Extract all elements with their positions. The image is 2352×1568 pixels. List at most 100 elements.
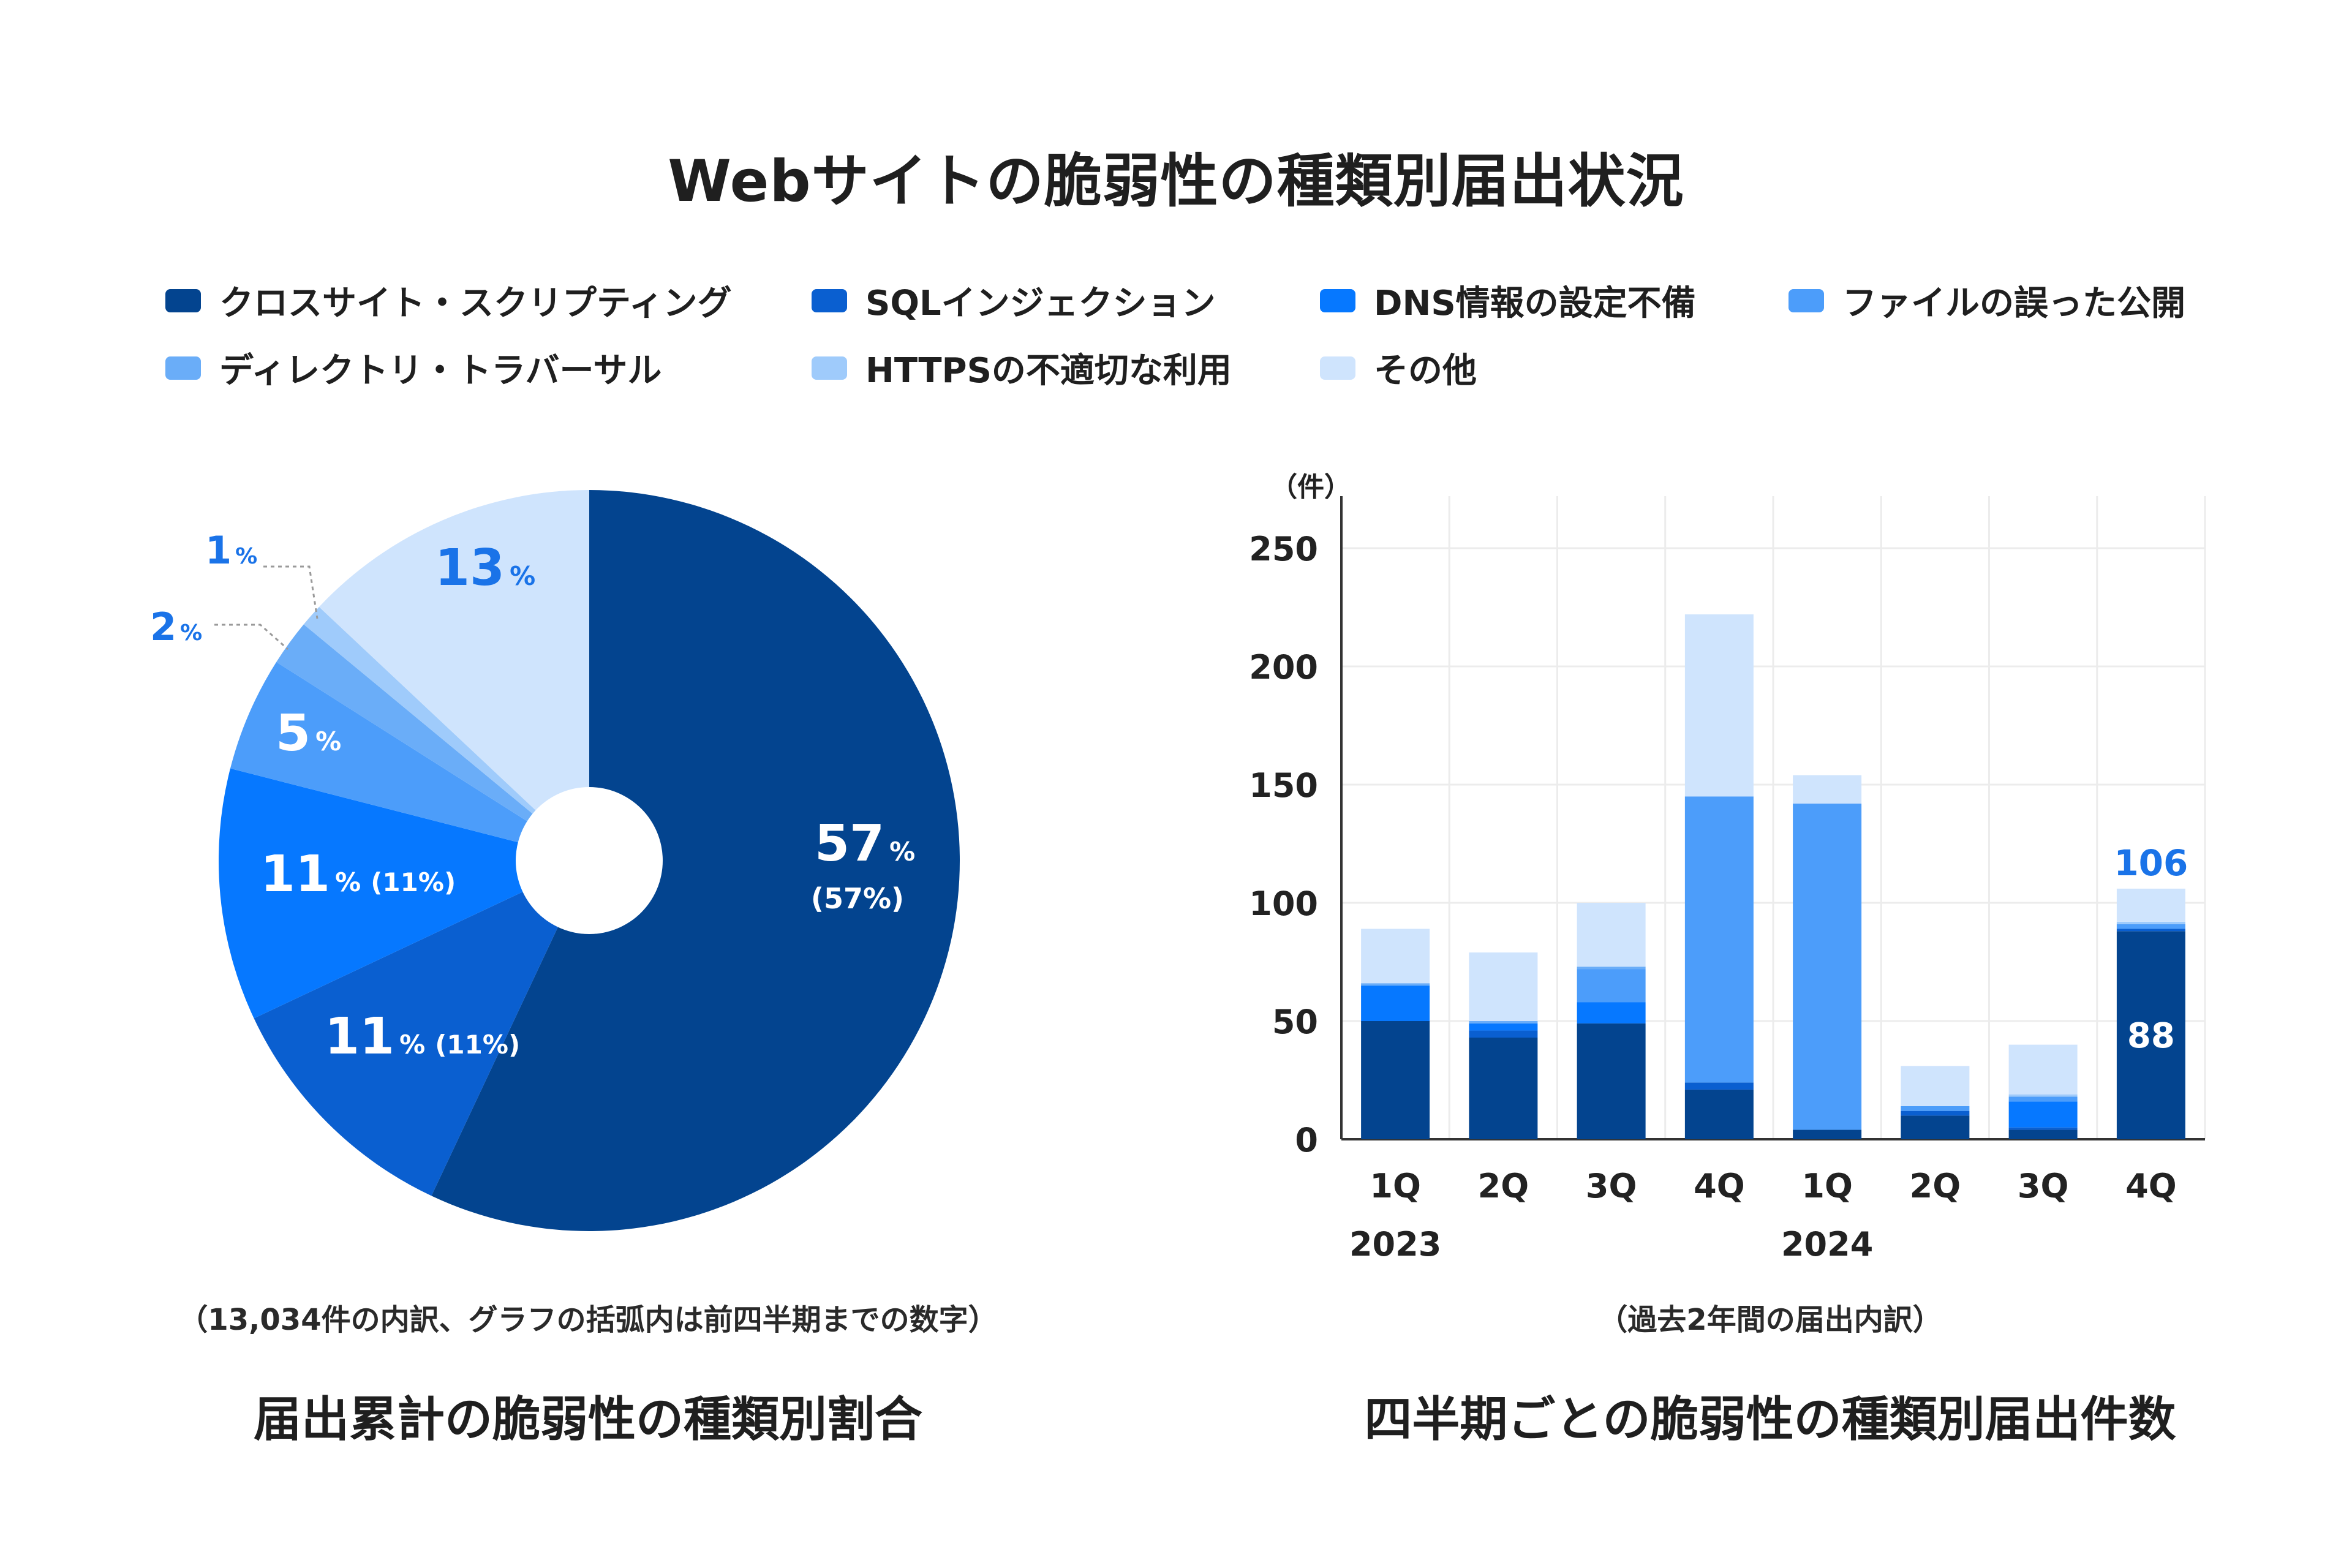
legend-item: ファイルの誤った公開 <box>1789 276 2185 325</box>
pie-slice <box>431 490 960 1231</box>
bar-segment <box>1361 1021 1430 1139</box>
page-title: Webサイトの脆弱性の種類別届出状況 <box>668 148 1684 215</box>
bar-total-label: 106 <box>2114 842 2188 884</box>
pie-slice <box>254 861 590 1196</box>
bar-segment <box>1684 1082 1754 1090</box>
x-tick-label: 1Q <box>1370 1167 1420 1205</box>
pie-slice <box>276 624 589 861</box>
bar-segment <box>1361 986 1430 1021</box>
x-tick-label: 4Q <box>1694 1167 1744 1205</box>
legend-label: その他 <box>1374 351 1477 391</box>
bar-segment <box>2116 929 2185 932</box>
y-tick-label: 100 <box>1249 884 1318 923</box>
pie-caption: （13,034件の内訳、グラフの括弧内は前四半期までの数字） <box>178 1303 998 1337</box>
bar-segment <box>2116 888 2185 922</box>
legend-swatch <box>165 288 201 312</box>
legend-item: DNS情報の設定不備 <box>1320 276 1696 325</box>
y-tick-label: 200 <box>1249 648 1318 687</box>
pie-data-label: 2% <box>150 605 202 649</box>
y-tick-label: 250 <box>1249 530 1318 568</box>
legend-item: その他 <box>1320 343 1477 393</box>
legend-item: クロスサイト・スクリプティング <box>165 276 732 325</box>
pie-data-label: 11% (11%) <box>325 1008 520 1066</box>
legend: クロスサイト・スクリプティング SQLインジェクション DNS情報の設定不備 フ… <box>165 276 2248 417</box>
pie-slice <box>318 490 589 861</box>
pie-leader-line <box>214 624 288 650</box>
bar-segment <box>1901 1110 1970 1116</box>
legend-swatch <box>812 288 847 312</box>
pie-subtitle: 届出累計の脆弱性の種類別割合 <box>253 1392 922 1447</box>
bar-segment <box>2008 1094 2078 1097</box>
bar-segment <box>1469 952 1538 1021</box>
bar-segment <box>1361 983 1430 986</box>
bar-segment <box>1901 1115 1970 1139</box>
legend-label: ディレクトリ・トラバーサル <box>219 351 662 391</box>
x-tick-label: 4Q <box>2125 1167 2176 1205</box>
bar-segment <box>1684 614 1754 797</box>
bar-subtitle: 四半期ごとの脆弱性の種類別届出件数 <box>1364 1392 2176 1447</box>
bar-segment <box>1577 969 1646 1003</box>
legend-item: ディレクトリ・トラバーサル <box>165 343 662 393</box>
legend-label: クロスサイト・スクリプティング <box>219 284 732 323</box>
bar-segment <box>1793 803 1862 1130</box>
bar-segment <box>1469 1030 1538 1038</box>
x-tick-label: 2Q <box>1910 1167 1961 1205</box>
y-tick-label: 0 <box>1295 1121 1318 1159</box>
y-tick-label: 150 <box>1249 766 1318 805</box>
bar-segment <box>1361 929 1430 984</box>
legend-item: SQLインジェクション <box>812 276 1216 325</box>
pie-hole <box>516 787 663 934</box>
pie-leader-line <box>263 565 318 619</box>
bar-segment <box>2008 1127 2078 1130</box>
bar-segment <box>1577 903 1646 967</box>
legend-item: HTTPSの不適切な利用 <box>812 343 1232 393</box>
legend-label: SQLインジェクション <box>865 284 1216 323</box>
pie-prev-label: (57%) <box>811 882 904 915</box>
pie-data-label: 11% (11%) <box>260 845 456 903</box>
x-tick-label: 2Q <box>1478 1167 1529 1205</box>
bar-segment <box>1793 1129 1862 1139</box>
legend-swatch <box>1789 288 1824 312</box>
bar-segment <box>1577 1002 1646 1023</box>
legend-label: ファイルの誤った公開 <box>1842 284 2185 323</box>
bar-segment <box>1577 967 1646 970</box>
bar-segment <box>2008 1129 2078 1139</box>
bar-segment <box>1901 1066 1970 1106</box>
bar-caption: （過去2年間の届出内訳） <box>1598 1303 1942 1337</box>
bar-segment <box>1901 1106 1970 1111</box>
bar-segment <box>2008 1101 2078 1128</box>
pie-data-label: 57% <box>815 815 915 873</box>
bar-segment <box>2116 921 2185 924</box>
y-tick-label: 50 <box>1272 1003 1318 1041</box>
legend-swatch <box>812 356 847 380</box>
bar-segment <box>2008 1044 2078 1095</box>
year-label: 2024 <box>1781 1225 1873 1264</box>
pie-slice <box>219 768 589 1019</box>
legend-label: HTTPSの不適切な利用 <box>865 351 1232 391</box>
bar-segment <box>2116 924 2185 929</box>
bar-segment <box>1684 796 1754 1083</box>
x-tick-label: 1Q <box>1801 1167 1852 1205</box>
year-label: 2023 <box>1349 1225 1441 1264</box>
bar-segment <box>1469 1021 1538 1023</box>
bar-segment <box>2116 931 2185 1139</box>
x-tick-label: 3Q <box>1586 1167 1637 1205</box>
bar-segment <box>1577 1023 1646 1139</box>
pie-data-label: 5% <box>276 704 341 763</box>
pie-data-label: 1% <box>205 528 257 573</box>
legend-label: DNS情報の設定不備 <box>1374 284 1696 323</box>
bar-segment <box>1684 1089 1754 1139</box>
bar-segment <box>1793 775 1862 804</box>
legend-swatch <box>1320 288 1355 312</box>
pie-slice <box>303 606 589 861</box>
legend-swatch <box>165 356 201 380</box>
bar-segment <box>1469 1023 1538 1031</box>
x-tick-label: 3Q <box>2018 1167 2068 1205</box>
pie-slice <box>230 662 589 861</box>
pie-data-label: 13% <box>435 539 535 597</box>
bar-segment <box>1469 1038 1538 1139</box>
y-unit-label: （件） <box>1270 472 1351 503</box>
bar-data-label: 88 <box>2127 1016 2175 1056</box>
bar-segment <box>2008 1096 2078 1102</box>
legend-swatch <box>1320 356 1355 380</box>
